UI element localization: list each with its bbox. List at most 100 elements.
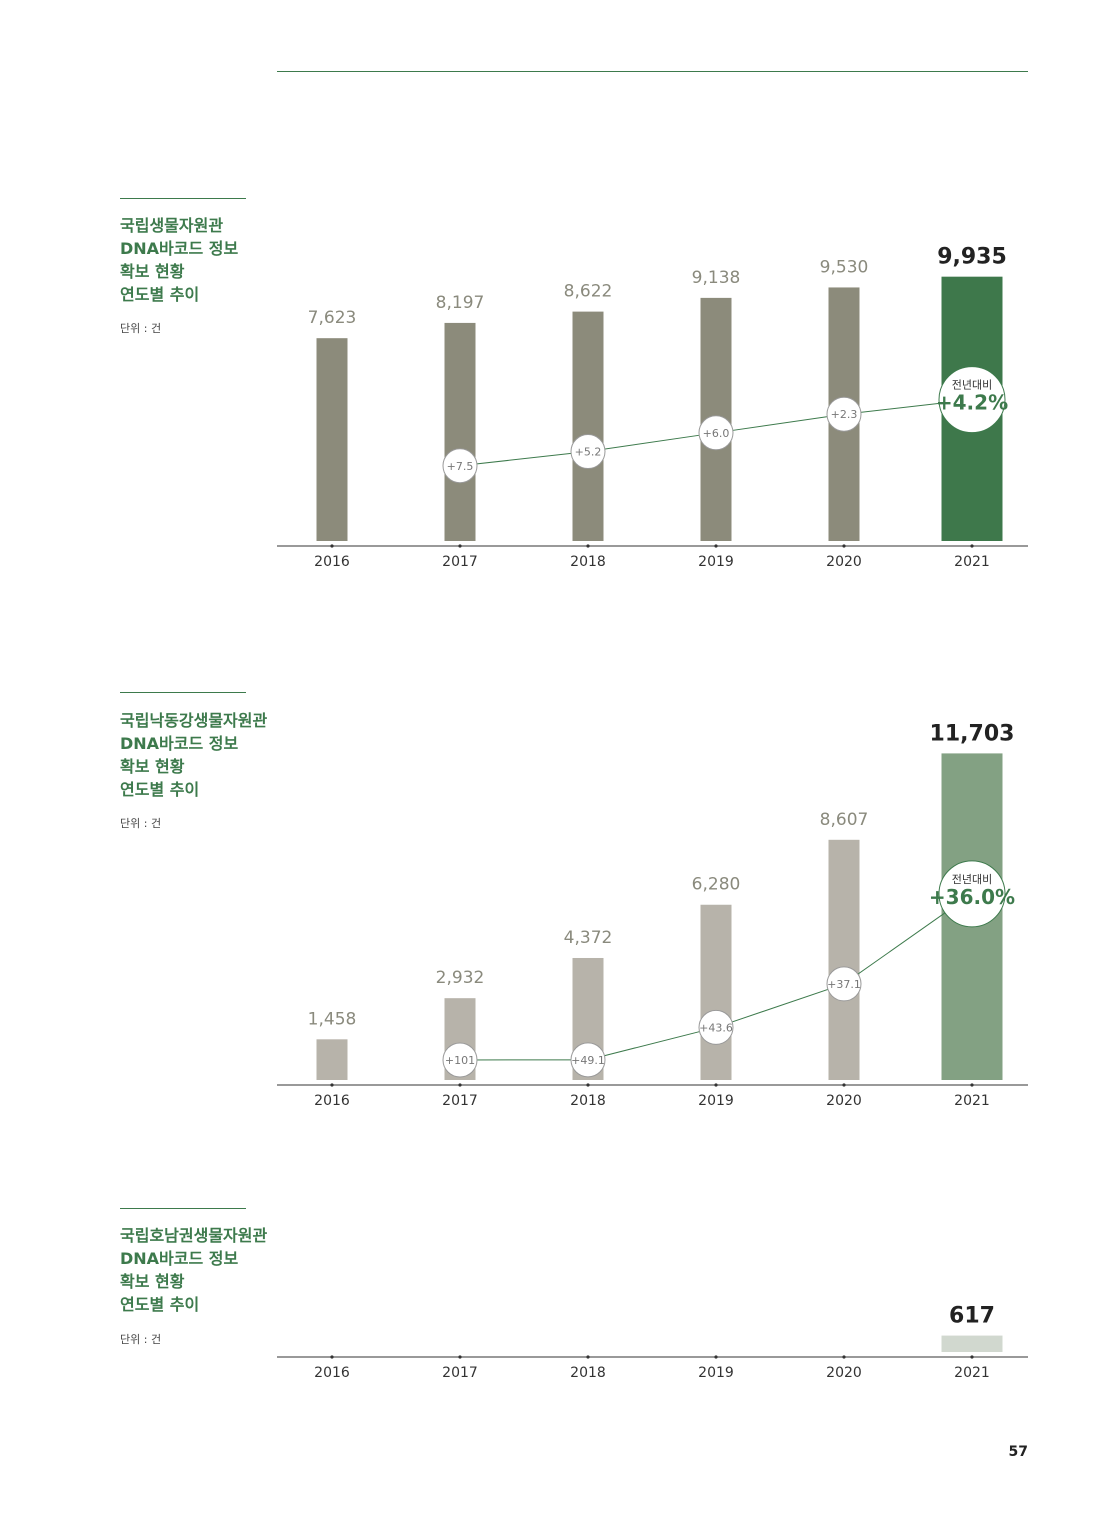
value-label: 6,280	[692, 875, 741, 895]
x-tick	[330, 1355, 334, 1359]
x-tick	[970, 1355, 974, 1359]
value-label-highlight: 11,703	[930, 721, 1015, 746]
value-label: 9,138	[692, 268, 741, 288]
highlight-bar-2021	[941, 1335, 1003, 1352]
growth-label: +43.6	[699, 1021, 733, 1034]
section-3-unit: 단위 : 건	[120, 1333, 162, 1346]
x-tick	[586, 1083, 590, 1087]
chart-1-svg: 7,623 8,197 8,622 9,138 9,530 9,935 +7.5 +5.2 +6…	[277, 245, 1028, 570]
bar-2016	[316, 338, 348, 541]
growth-label: +49.1	[571, 1054, 605, 1067]
value-label-highlight: 617	[949, 1304, 995, 1329]
value-label: 2,932	[436, 968, 485, 988]
section-1-unit: 단위 : 건	[120, 322, 162, 335]
x-tick	[970, 544, 974, 548]
section-2-title-line: 확보 현황	[120, 757, 185, 776]
x-tick-label: 2018	[570, 554, 606, 570]
section-3-rule	[120, 1208, 246, 1209]
growth-caption: 전년대비	[952, 873, 992, 886]
chart-3-svg: 617 2016 2017 2018 2019 2020 2021	[277, 1304, 1028, 1381]
growth-circle	[698, 415, 734, 451]
section-3-title: 국립호남권생물자원관 DNA바코드 정보 확보 현황 연도별 추이	[120, 1224, 267, 1316]
x-tick-label: 2018	[570, 1093, 606, 1109]
growth-label: +6.0	[703, 427, 730, 440]
section-3-title-line: 연도별 추이	[120, 1295, 200, 1314]
x-tick	[842, 1355, 846, 1359]
bar-2020	[828, 839, 860, 1080]
section-2-unit: 단위 : 건	[120, 817, 162, 830]
value-label: 8,622	[564, 282, 613, 302]
growth-highlight-circle	[938, 860, 1006, 928]
value-label: 4,372	[564, 928, 613, 948]
x-tick	[970, 1083, 974, 1087]
x-tick-label: 2019	[698, 554, 734, 570]
x-tick-label: 2020	[826, 1365, 862, 1381]
top-rule	[277, 71, 1028, 72]
x-tick	[458, 1083, 462, 1087]
x-tick	[330, 544, 334, 548]
x-tick-label: 2018	[570, 1365, 606, 1381]
value-label: 7,623	[308, 308, 357, 328]
growth-circle	[442, 1042, 478, 1078]
x-tick	[842, 544, 846, 548]
section-1-rule	[120, 198, 246, 199]
section-2-rule	[120, 692, 246, 693]
x-tick-label: 2016	[314, 554, 350, 570]
section-1-title-line: 국립생물자원관	[120, 216, 224, 235]
growth-circle	[442, 448, 478, 484]
x-tick-label: 2017	[442, 1365, 478, 1381]
value-label: 1,458	[308, 1009, 357, 1029]
section-2-title: 국립낙동강생물자원관 DNA바코드 정보 확보 현황 연도별 추이	[120, 709, 267, 801]
x-tick	[586, 1355, 590, 1359]
growth-caption: 전년대비	[952, 379, 992, 392]
x-tick-label: 2020	[826, 554, 862, 570]
value-label: 8,197	[436, 293, 485, 313]
growth-label: +2.3	[831, 408, 858, 421]
value-label: 9,530	[820, 257, 869, 277]
section-3-title-line: DNA바코드 정보	[120, 1249, 239, 1268]
x-tick-label: 2017	[442, 1093, 478, 1109]
bar-2019	[700, 904, 732, 1080]
growth-circle	[698, 1009, 734, 1045]
section-3-title-line: 국립호남권생물자원관	[120, 1226, 268, 1245]
growth-label: +101	[445, 1054, 475, 1067]
section-2-title-line: DNA바코드 정보	[120, 734, 239, 753]
growth-circle	[570, 434, 606, 470]
x-tick-label: 2021	[954, 1093, 990, 1109]
bar-2017	[444, 322, 476, 541]
section-3-title-line: 확보 현황	[120, 1272, 185, 1291]
bar-2016	[316, 1039, 348, 1080]
x-tick-label: 2017	[442, 554, 478, 570]
value-label-highlight: 9,935	[937, 245, 1007, 270]
growth-circle	[826, 396, 862, 432]
x-tick-label: 2016	[314, 1365, 350, 1381]
x-tick-label: 2021	[954, 1365, 990, 1381]
x-tick-label: 2016	[314, 1093, 350, 1109]
x-tick	[586, 544, 590, 548]
x-tick	[714, 1355, 718, 1359]
section-1-title-line: 연도별 추이	[120, 285, 200, 304]
section-2-title-line: 국립낙동강생물자원관	[120, 711, 268, 730]
page-number: 57	[1008, 1444, 1028, 1460]
growth-label: +7.5	[447, 460, 474, 473]
section-1-title-line: DNA바코드 정보	[120, 239, 239, 258]
bar-2018	[572, 311, 604, 541]
x-tick	[714, 544, 718, 548]
section-2-title-line: 연도별 추이	[120, 780, 200, 799]
x-tick-label: 2019	[698, 1365, 734, 1381]
growth-circle	[570, 1042, 606, 1078]
x-tick-label: 2021	[954, 554, 990, 570]
growth-label: +37.1	[827, 978, 861, 991]
x-tick	[330, 1083, 334, 1087]
x-tick-label: 2020	[826, 1093, 862, 1109]
value-label: 8,607	[820, 810, 869, 830]
x-tick	[842, 1083, 846, 1087]
growth-highlight-circle	[938, 366, 1006, 434]
growth-highlight-label: +4.2%	[936, 391, 1008, 415]
section-1-title: 국립생물자원관 DNA바코드 정보 확보 현황 연도별 추이	[120, 214, 238, 306]
growth-circle	[826, 966, 862, 1002]
chart-2-svg: 1,458 2,932 4,372 6,280 8,607 11,703 +101 +49.1…	[277, 721, 1028, 1109]
section-1-title-line: 확보 현황	[120, 262, 185, 281]
x-tick	[458, 544, 462, 548]
growth-label: +5.2	[575, 446, 602, 459]
